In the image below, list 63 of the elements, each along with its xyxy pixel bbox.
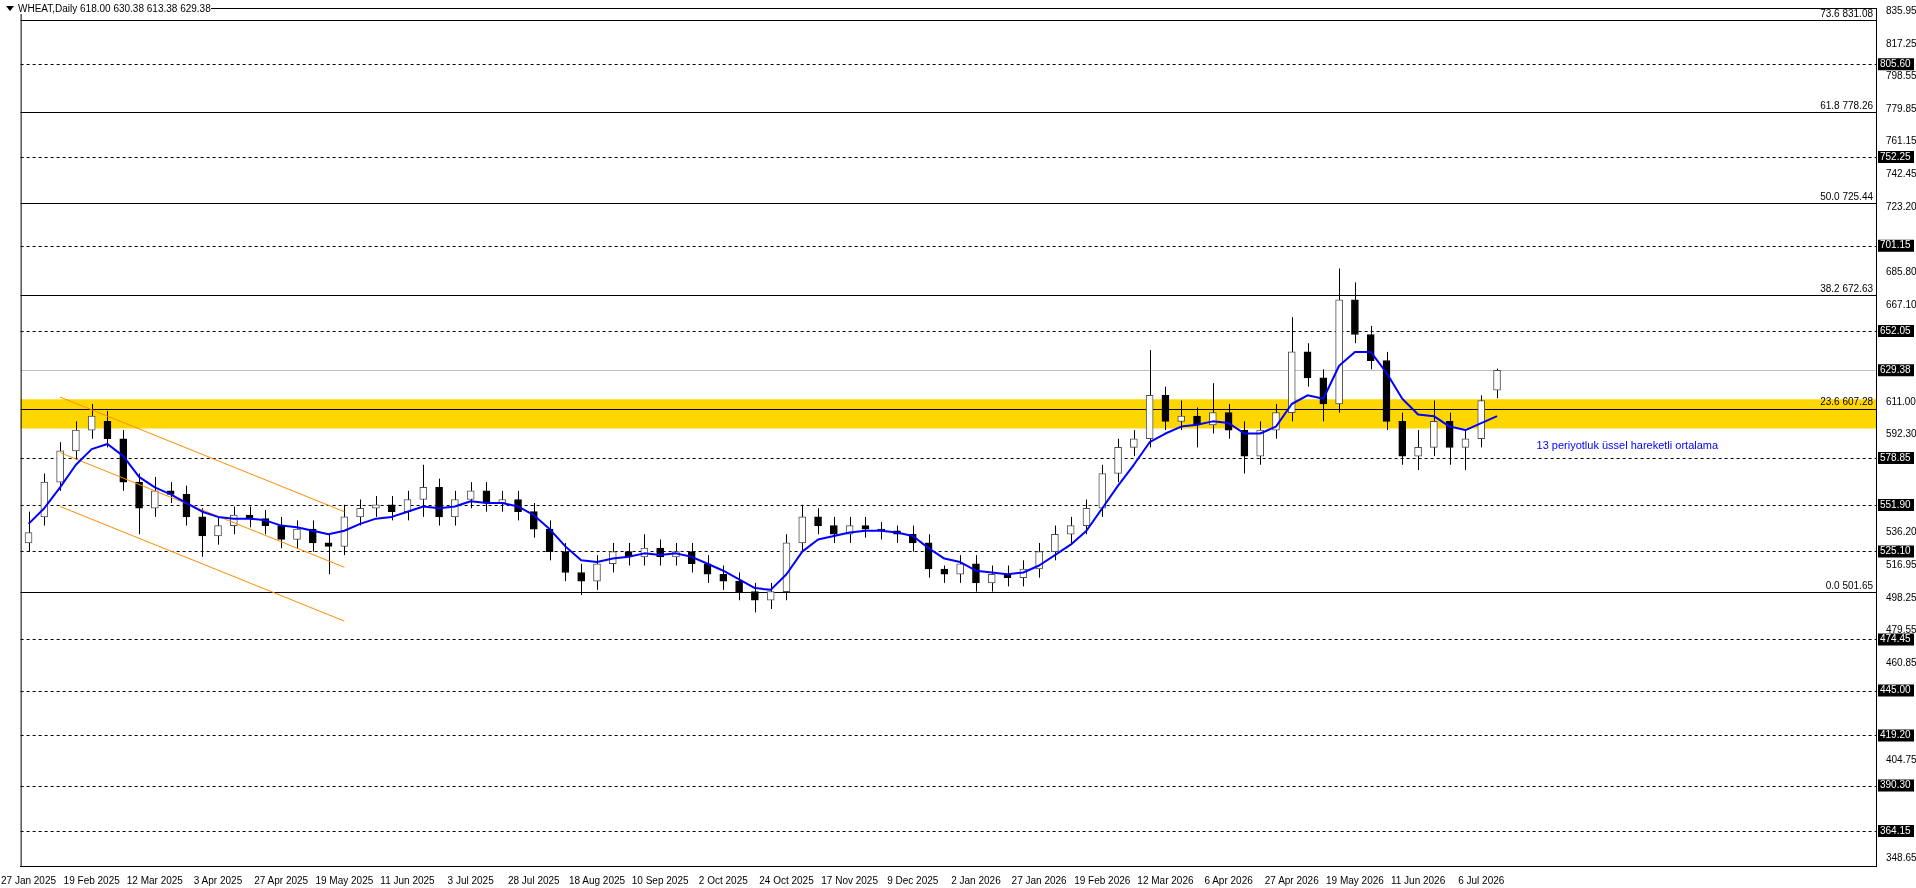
y-tick-label: 404.75	[1886, 754, 1916, 766]
y-tick-label: 667.10	[1886, 298, 1916, 310]
y-tick-label: 723.20	[1886, 201, 1916, 213]
ref-line-label: 701.15	[1880, 239, 1912, 251]
y-tick-label: 817.25	[1886, 37, 1916, 49]
x-tick-label: 12 Mar 2026	[1137, 874, 1194, 886]
ref-line-label: 390.30	[1880, 779, 1912, 791]
x-tick-label: 17 Nov 2025	[821, 874, 879, 886]
x-tick-label: 6 Jul 2026	[1458, 874, 1505, 886]
ref-line-label: 805.60	[1880, 58, 1912, 70]
x-tick-label: 18 Aug 2025	[568, 874, 626, 886]
y-tick-label: 798.55	[1886, 70, 1916, 82]
x-tick-label: 9 Dec 2025	[887, 874, 939, 886]
ref-line-label: 0.0 501.65	[1825, 579, 1874, 591]
x-tick-label: 3 Apr 2025	[193, 874, 243, 886]
x-tick-label: 11 Jun 2025	[380, 874, 436, 886]
y-tick-label: 779.85	[1886, 102, 1916, 114]
x-tick-label: 24 Oct 2025	[759, 874, 815, 886]
ref-line-label: 419.20	[1880, 729, 1912, 741]
y-tick-label: 592.30	[1886, 428, 1916, 440]
x-tick-label: 27 Apr 2026	[1264, 874, 1320, 886]
y-tick-label: 460.85	[1886, 656, 1916, 668]
ref-line-label: 364.15	[1880, 824, 1912, 836]
x-tick-label: 19 May 2026	[1326, 874, 1385, 886]
y-tick-label: 611.00	[1886, 396, 1916, 408]
x-tick-label: 27 Jan 2025	[1, 874, 57, 886]
ref-line-label: 38.2 672.63	[1820, 282, 1874, 294]
x-tick-label: 12 Mar 2025	[126, 874, 184, 886]
x-tick-label: 6 Apr 2026	[1204, 874, 1254, 886]
x-tick-label: 3 Jul 2025	[447, 874, 495, 886]
y-tick-label: 761.15	[1886, 135, 1916, 147]
x-tick-label: 2 Oct 2025	[698, 874, 749, 886]
x-tick-label: 11 Jun 2026	[1390, 874, 1446, 886]
y-tick-label: 498.25	[1886, 591, 1916, 603]
ref-line-label: 61.8 778.26	[1820, 99, 1874, 111]
ref-line-label: 23.6 607.28	[1820, 396, 1874, 408]
y-tick-label: 536.20	[1886, 525, 1916, 537]
y-tick-label: 516.95	[1886, 559, 1916, 571]
ref-line-label: 50.0 725.44	[1820, 191, 1874, 203]
x-tick-label: 2 Jan 2026	[951, 874, 1002, 886]
ref-line-label: 629.38	[1880, 364, 1912, 376]
ref-line-label: 445.00	[1880, 684, 1912, 696]
chart-title: WHEAT,Daily 618.00 630.38 613.38 629.38	[18, 3, 211, 14]
x-tick-label: 19 Feb 2025	[63, 874, 121, 886]
ref-line-label: 525.10	[1880, 545, 1912, 557]
x-tick-label: 19 Feb 2026	[1074, 874, 1131, 886]
y-tick-label: 479.55	[1886, 624, 1916, 636]
ref-line-label: 652.05	[1880, 324, 1912, 336]
y-tick-label: 835.95	[1886, 5, 1916, 17]
x-tick-label: 28 Jul 2025	[507, 874, 561, 886]
y-tick-label: 685.80	[1886, 266, 1916, 278]
x-tick-label: 27 Jan 2026	[1011, 874, 1068, 886]
y-tick-label: 742.45	[1886, 167, 1916, 179]
x-tick-label: 10 Sep 2025	[631, 874, 689, 886]
ref-line-label: 551.90	[1880, 498, 1912, 510]
ref-line-label: 474.45	[1880, 633, 1912, 645]
ref-line-label: 73.6 831.08	[1820, 7, 1874, 19]
text: 13 periyotluk üssel hareketli ortalama	[1536, 439, 1719, 452]
x-tick-label: 27 Apr 2025	[254, 874, 309, 886]
x-tick-label: 19 May 2025	[315, 874, 374, 886]
ref-line-label: 752.25	[1880, 150, 1912, 162]
y-tick-label: 348.65	[1886, 851, 1916, 863]
ref-line-label: 578.85	[1880, 451, 1912, 463]
